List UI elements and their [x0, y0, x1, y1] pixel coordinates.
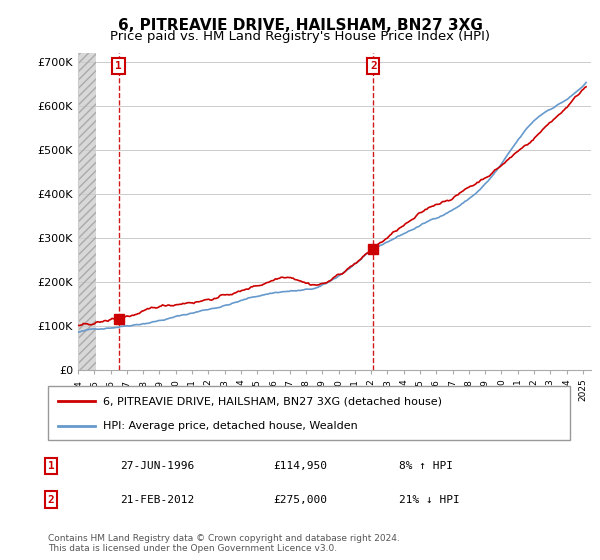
Bar	[78, 53, 96, 370]
Text: 1: 1	[47, 461, 55, 471]
Text: 2: 2	[47, 494, 55, 505]
Text: 21-FEB-2012: 21-FEB-2012	[120, 494, 194, 505]
Text: £275,000: £275,000	[273, 494, 327, 505]
Text: 21% ↓ HPI: 21% ↓ HPI	[399, 494, 460, 505]
Text: 1: 1	[115, 61, 122, 71]
Text: 2: 2	[370, 61, 377, 71]
Bar	[78, 53, 96, 370]
Text: £114,950: £114,950	[273, 461, 327, 471]
Text: Contains HM Land Registry data © Crown copyright and database right 2024.
This d: Contains HM Land Registry data © Crown c…	[48, 534, 400, 553]
Text: 6, PITREAVIE DRIVE, HAILSHAM, BN27 3XG: 6, PITREAVIE DRIVE, HAILSHAM, BN27 3XG	[118, 18, 482, 33]
Text: 27-JUN-1996: 27-JUN-1996	[120, 461, 194, 471]
FancyBboxPatch shape	[48, 386, 570, 440]
Text: 8% ↑ HPI: 8% ↑ HPI	[399, 461, 453, 471]
Text: 6, PITREAVIE DRIVE, HAILSHAM, BN27 3XG (detached house): 6, PITREAVIE DRIVE, HAILSHAM, BN27 3XG (…	[103, 396, 442, 407]
Text: HPI: Average price, detached house, Wealden: HPI: Average price, detached house, Weal…	[103, 421, 358, 431]
Text: Price paid vs. HM Land Registry's House Price Index (HPI): Price paid vs. HM Land Registry's House …	[110, 30, 490, 43]
